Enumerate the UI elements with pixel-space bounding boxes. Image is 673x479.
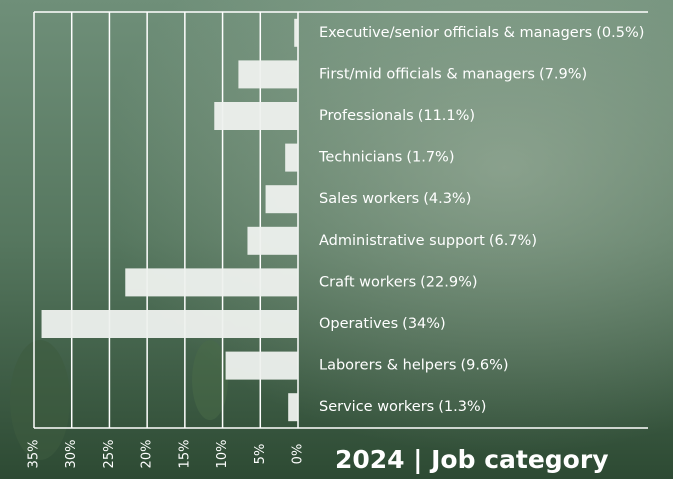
x-tick-label: 10% [215,440,230,469]
value-label: (1.7%) [406,150,454,166]
category-name: First/mid officials & managers [319,66,535,82]
bar [285,143,298,172]
bar [41,310,299,338]
category-label: Professionals (11.1%) [319,108,475,124]
value-label: (0.5%) [596,25,644,41]
bar [214,102,298,130]
category-name: Service workers [319,399,434,415]
category-name: Administrative support [319,233,485,249]
value-label: (22.9%) [420,274,477,290]
category-name: Sales workers [319,191,419,207]
bar [125,268,298,297]
category-label: Operatives (34%) [319,316,446,332]
x-tick-label: 5% [253,444,268,465]
value-label: (11.1%) [418,108,475,124]
x-tick-label: 25% [102,440,117,469]
leaf [10,340,70,460]
category-name: Technicians [318,150,402,166]
value-label: (9.6%) [460,358,508,374]
category-label: Executive/senior officials & managers (0.… [319,25,644,41]
bar [265,185,298,214]
x-tick-label: 30% [64,440,79,469]
value-label: (1.3%) [438,399,486,415]
value-label: (4.3%) [423,191,471,207]
category-label: Administrative support (6.7%) [319,233,537,249]
category-label: Service workers (1.3%) [319,399,486,415]
x-tick-label: 35% [27,440,42,469]
category-name: Craft workers [319,274,416,290]
bar [225,351,298,380]
category-label: Laborers & helpers (9.6%) [319,358,509,374]
x-tick-label: 0% [291,444,306,465]
category-label: Sales workers (4.3%) [319,191,471,207]
category-name: Laborers & helpers [319,358,456,374]
value-label: (6.7%) [489,233,537,249]
category-label: Craft workers (22.9%) [319,274,478,290]
category-label: Technicians (1.7%) [318,150,454,166]
category-name: Executive/senior officials & managers [319,25,592,41]
bar [247,226,298,255]
bar [288,393,298,422]
value-label: (7.9%) [539,66,587,82]
category-name: Professionals [319,108,414,124]
bar [238,60,298,89]
category-name: Operatives [319,316,398,332]
chart-title: 2024 | Job category [335,445,609,474]
value-label: (34%) [402,316,446,332]
x-tick-label: 20% [140,440,155,469]
leaf [192,340,228,420]
x-tick-label: 15% [177,440,192,469]
category-label: First/mid officials & managers (7.9%) [319,66,587,82]
bar [294,18,298,47]
